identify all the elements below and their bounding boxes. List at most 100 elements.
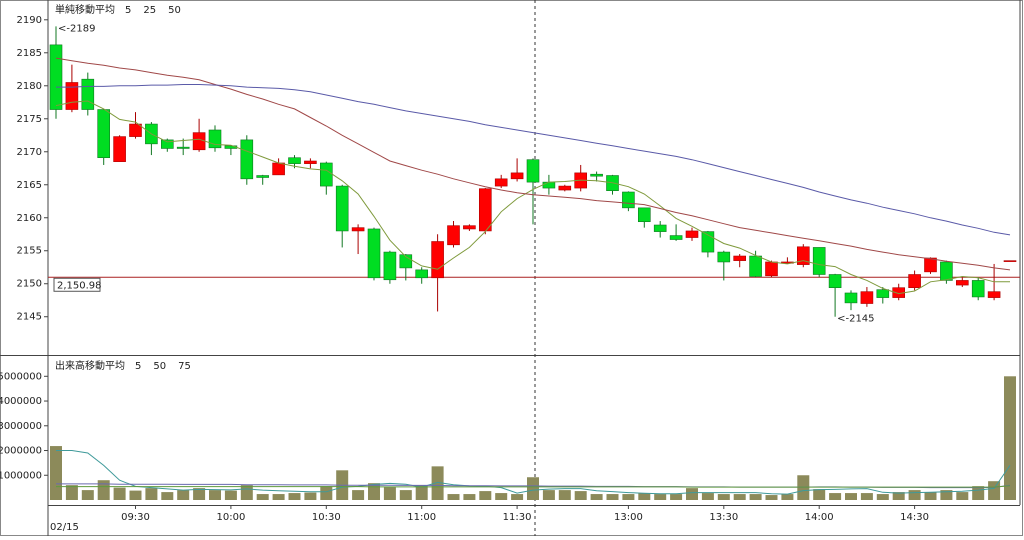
x-tick-label: 09:30 <box>121 512 150 523</box>
candle-body <box>876 289 890 298</box>
candle-body <box>940 261 953 281</box>
volume-bar <box>320 486 333 500</box>
volume-bar <box>50 446 62 500</box>
volume-bar <box>781 494 794 500</box>
volume-bar <box>65 485 78 500</box>
volume-bar <box>908 490 921 500</box>
y-tick-label: 2170 <box>17 147 42 158</box>
candle-body <box>161 139 174 149</box>
y-tick-label: 2000000 <box>0 446 42 457</box>
volume-bar <box>924 492 937 500</box>
candle-body <box>304 160 317 164</box>
volume-bar <box>129 490 142 500</box>
y-tick-label: 2160 <box>17 213 42 224</box>
volume-bar <box>733 494 746 500</box>
candle-body <box>463 225 476 230</box>
annotation: <-2145 <box>837 314 874 325</box>
volume-bar <box>399 490 412 500</box>
candle-body <box>749 255 762 277</box>
x-tick-label: 14:00 <box>805 512 834 523</box>
volume-bar <box>845 493 857 500</box>
volume-bar <box>240 485 253 500</box>
legend-title: 出来高移動平均 <box>55 359 125 372</box>
volume-bar <box>113 487 126 500</box>
volume-bar <box>193 488 206 500</box>
y-tick-label: 2150 <box>17 279 42 290</box>
volume-bar <box>463 494 476 500</box>
volume-bar <box>606 494 619 500</box>
volume-bar <box>304 492 317 500</box>
x-tick-label: 13:00 <box>614 512 643 523</box>
volume-bar <box>558 490 571 500</box>
volume-bar <box>145 488 158 500</box>
legend-entry: 25 <box>143 5 156 16</box>
y-tick-label: 2155 <box>17 246 42 257</box>
candle-body <box>669 235 683 240</box>
volume-bar <box>622 494 635 500</box>
y-tick-label: 5000000 <box>0 371 42 382</box>
volume-ma-line <box>56 485 1011 488</box>
legend-entry: 75 <box>178 361 191 372</box>
candle-body <box>415 269 429 279</box>
volume-bar <box>495 493 508 500</box>
candle-body <box>558 185 572 191</box>
price-label: 2,150.98 <box>57 280 102 291</box>
candle-body <box>49 44 63 110</box>
candle-body <box>510 172 524 180</box>
candle-body <box>733 255 747 261</box>
candle-body <box>765 261 778 277</box>
volume-bar <box>542 490 555 500</box>
x-tick-label: 10:00 <box>216 512 245 523</box>
volume-bar <box>574 491 587 500</box>
candle-body <box>828 274 842 288</box>
volume-bar <box>415 485 428 500</box>
candle-body <box>955 280 969 286</box>
candle-body <box>319 162 333 187</box>
volume-bar <box>797 475 810 500</box>
volume-bar <box>447 494 460 500</box>
candle-body <box>717 251 731 263</box>
volume-bar <box>813 489 826 500</box>
ma-line <box>55 100 1010 295</box>
candle-body <box>97 109 110 159</box>
candle-body <box>685 230 699 238</box>
volume-bar <box>972 486 985 500</box>
candle-body <box>447 225 460 246</box>
y-tick-label: 2175 <box>17 114 42 125</box>
x-tick-label: 11:00 <box>407 512 436 523</box>
candle-body <box>478 188 492 232</box>
price-label-box <box>53 277 101 292</box>
y-tick-label: 3000000 <box>0 421 42 432</box>
volume-bar <box>431 466 444 500</box>
candle-body <box>860 291 874 304</box>
ma-line <box>55 57 1011 271</box>
date-label: 02/15 <box>50 522 79 533</box>
volume-bar <box>97 480 110 500</box>
volume-bar <box>956 492 969 500</box>
volume-bar <box>749 494 762 500</box>
volume-bar <box>527 477 539 500</box>
volume-bar <box>590 494 603 500</box>
volume-bar <box>224 490 237 500</box>
x-tick-label: 11:30 <box>503 512 532 523</box>
y-tick-label: 2180 <box>17 81 42 92</box>
candle-body <box>256 175 270 178</box>
candle-body <box>1003 260 1017 262</box>
x-tick-label: 10:30 <box>312 512 341 523</box>
candle-body <box>908 274 921 288</box>
volume-bar <box>161 492 174 500</box>
volume-bar <box>352 490 365 500</box>
candle-body <box>796 246 810 265</box>
volume-bar <box>638 493 651 500</box>
candle-body <box>494 178 508 187</box>
x-tick-label: 13:30 <box>709 512 738 523</box>
volume-bar <box>383 487 396 500</box>
candle-body <box>351 227 365 232</box>
candle-body <box>812 247 826 275</box>
volume-bar <box>717 494 730 500</box>
y-tick-label: 2185 <box>17 48 42 59</box>
candle-body <box>987 291 1001 298</box>
legend-entry: 5 <box>135 361 141 372</box>
